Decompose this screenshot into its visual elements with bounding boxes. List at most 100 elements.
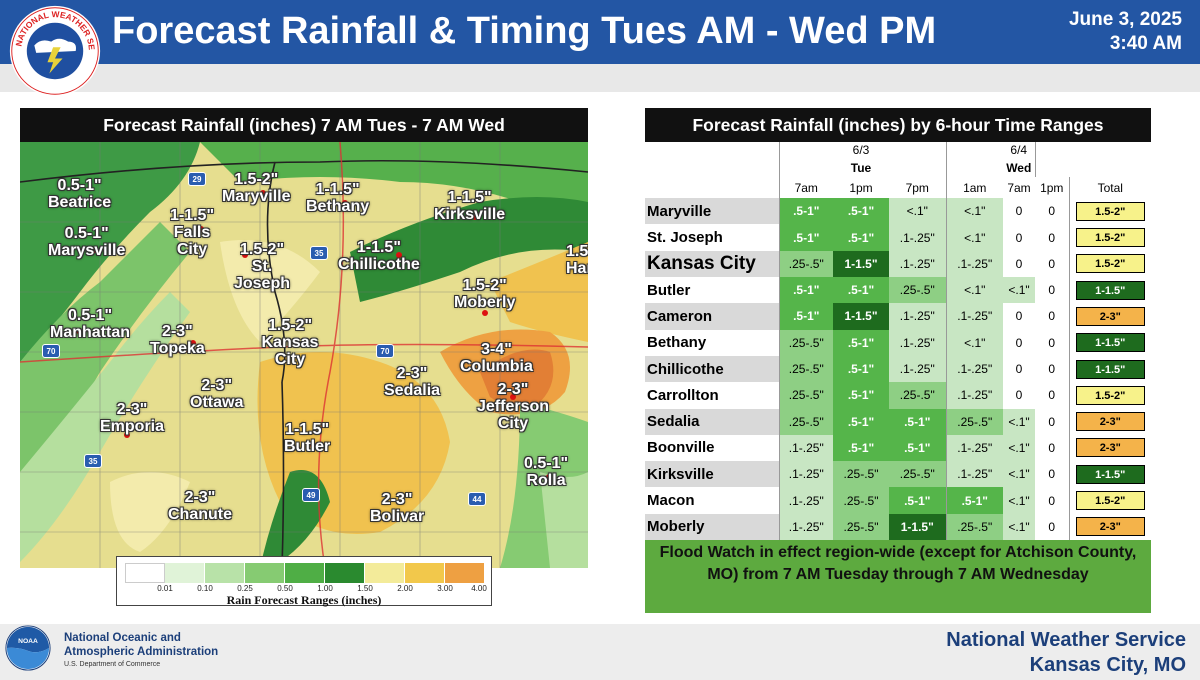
- table-title: Forecast Rainfall (inches) by 6-hour Tim…: [645, 108, 1151, 142]
- rain-cell: .1-.25": [778, 434, 833, 462]
- total-badge: 1.5-2": [1075, 201, 1145, 221]
- rain-cell: .1-.25": [889, 329, 946, 356]
- city-dot-beatrice: [102, 199, 108, 205]
- map-label-butler: 1-1.5" Butler: [284, 421, 331, 455]
- total-badge: 1.5-2": [1075, 228, 1145, 248]
- day1-name: Tue: [850, 160, 872, 175]
- map-label-columbia: 3-4" Columbia: [460, 341, 533, 375]
- rain-cell: .5-1": [833, 198, 889, 225]
- rain-cell: 0: [1048, 283, 1056, 298]
- rain-cell: 0: [1048, 493, 1056, 508]
- rainfall-table-panel: Forecast Rainfall (inches) by 6-hour Tim…: [645, 108, 1151, 613]
- total-cell: 2-3": [1068, 513, 1151, 540]
- row-city: Chillicothe: [645, 355, 779, 383]
- total-cell: 2-3": [1068, 303, 1151, 330]
- city-dot-maryville: [260, 190, 266, 196]
- table-row: Kirksville .1-.25" .25-.5" .25-.5" .1-.25" <.…: [645, 461, 1151, 488]
- row-city: Macon: [645, 487, 779, 514]
- legend-ticks: 0.01 0.10 0.25 0.50 1.00 1.50 2.00 3.00 …: [125, 584, 487, 596]
- legend-tick: 1.00: [317, 584, 333, 593]
- map-label-bolivar: 2-3" Bolivar: [370, 491, 425, 525]
- rain-cell: 0: [1015, 362, 1023, 377]
- city-dot-columbia: [496, 362, 502, 368]
- table-row: Cameron .5-1" 1-1.5" .1-.25" .1-.25" 0 0 2-3": [645, 303, 1151, 330]
- total-cell: 1-1.5": [1068, 329, 1151, 356]
- rain-cell: .1-.25": [945, 434, 1003, 462]
- rain-cell: 0: [1015, 388, 1023, 403]
- rain-cell: .1-.25": [778, 513, 833, 540]
- highway-shield-icon: 49: [302, 488, 320, 502]
- rain-cell: 0: [1048, 204, 1056, 219]
- table-row: Sedalia .25-.5" .5-1" .5-1" .25-.5" <.1" 0 2-3": [645, 408, 1151, 435]
- total-cell: 2-3": [1068, 434, 1151, 462]
- table-row: Macon .1-.25" .25-.5" .5-1" .5-1" <.1" 0 1.5-2": [645, 487, 1151, 514]
- total-cell: 1.5-2": [1068, 224, 1151, 251]
- legend-tick: 0.25: [237, 584, 253, 593]
- highway-shield-icon: 35: [84, 454, 102, 468]
- total-cell: 1.5-2": [1068, 382, 1151, 409]
- legend-tick: 0.50: [277, 584, 293, 593]
- rainfall-table: 6/3 6/4 Tue Wed 7am 1pm 7pm 1am 7am 1pm …: [645, 142, 1151, 540]
- highway-shield-icon: 70: [376, 344, 394, 358]
- legend-color-bar: [125, 563, 485, 583]
- highway-shield-icon: 70: [42, 344, 60, 358]
- total-badge: 1-1.5": [1075, 280, 1145, 300]
- day2-name: Wed: [1006, 160, 1032, 175]
- day2-date: 6/4: [1010, 143, 1028, 158]
- city-dot-topeka: [190, 340, 196, 346]
- rain-cell: <.1": [1003, 277, 1035, 304]
- city-dot-bethany: [342, 200, 348, 206]
- table-row: Maryville .5-1" .5-1" <.1" <.1" 0 0 1.5-2": [645, 198, 1151, 225]
- total-badge: 2-3": [1075, 517, 1145, 537]
- legend-swatch: [245, 563, 285, 583]
- time-header: 7am: [1007, 180, 1031, 195]
- rain-cell: .1-.25": [945, 355, 1003, 383]
- nws-office: National Weather Service Kansas City, MO: [946, 628, 1186, 678]
- rain-cell: 0: [1048, 230, 1056, 245]
- map-label-topeka: 2-3" Topeka: [150, 323, 205, 357]
- row-city: Kansas City: [645, 250, 779, 278]
- nws-line2: Kansas City, MO: [1029, 654, 1186, 676]
- legend-tick: 2.00: [397, 584, 413, 593]
- total-cell: 1.5-2": [1068, 487, 1151, 514]
- rain-cell: 0: [1015, 204, 1023, 219]
- rain-cell: 0: [1015, 309, 1023, 324]
- legend-tick: 3.00: [437, 584, 453, 593]
- rain-cell: <.1": [945, 277, 1003, 304]
- row-city: Boonville: [645, 434, 779, 462]
- rainfall-map-panel: Forecast Rainfall (inches) 7 AM Tues - 7…: [20, 108, 588, 568]
- map-label-beatrice: 0.5-1" Beatrice: [48, 177, 112, 211]
- rain-cell: 1-1.5": [833, 303, 889, 330]
- city-dot-emporia: [124, 432, 130, 438]
- noaa-line2: Atmospheric Administration: [64, 645, 219, 658]
- total-badge: 2-3": [1075, 412, 1145, 432]
- highway-shield-icon: 29: [188, 172, 206, 186]
- legend-swatch: [165, 563, 205, 583]
- row-city: Kirksville: [645, 461, 779, 488]
- flood-watch-banner: Flood Watch in effect region-wide (excep…: [645, 540, 1151, 613]
- rain-cell: <.1": [1003, 487, 1035, 514]
- rain-cell: .5-1": [778, 277, 833, 304]
- rain-cell: .5-1": [778, 303, 833, 330]
- city-dot-marysville: [92, 247, 98, 253]
- rain-cell: .25-.5": [945, 408, 1003, 435]
- rain-cell: 0: [1048, 362, 1056, 377]
- city-dot-sedalia: [416, 388, 422, 394]
- table-header-time-row: 7am 1pm 7pm 1am 7am 1pm Total: [645, 177, 1151, 199]
- rainfall-map: 0.5-1" Beatrice 0.5-1" Marysville 1-1.5" Fa…: [20, 142, 588, 568]
- city-dot-ottawa: [224, 398, 230, 404]
- map-label-kirksville: 1-1.5" Kirksville: [434, 189, 506, 223]
- table-row: Chillicothe .25-.5" .5-1" .1-.25" .1-.25" 0 0 1…: [645, 355, 1151, 383]
- rain-cell: .5-1": [945, 487, 1003, 514]
- nws-line1: National Weather Service: [946, 629, 1186, 651]
- total-badge: 1-1.5": [1075, 464, 1145, 484]
- time-header: 1pm: [1040, 180, 1064, 195]
- total-cell: 1-1.5": [1068, 277, 1151, 304]
- rain-cell: .25-.5": [778, 408, 833, 435]
- rain-cell: .5-1": [833, 224, 889, 251]
- legend-swatch: [285, 563, 325, 583]
- total-cell: 1.5-2": [1068, 250, 1151, 278]
- city-dot-kansas-city: [274, 338, 280, 344]
- row-city: Maryville: [645, 198, 779, 225]
- map-title: Forecast Rainfall (inches) 7 AM Tues - 7…: [20, 108, 588, 142]
